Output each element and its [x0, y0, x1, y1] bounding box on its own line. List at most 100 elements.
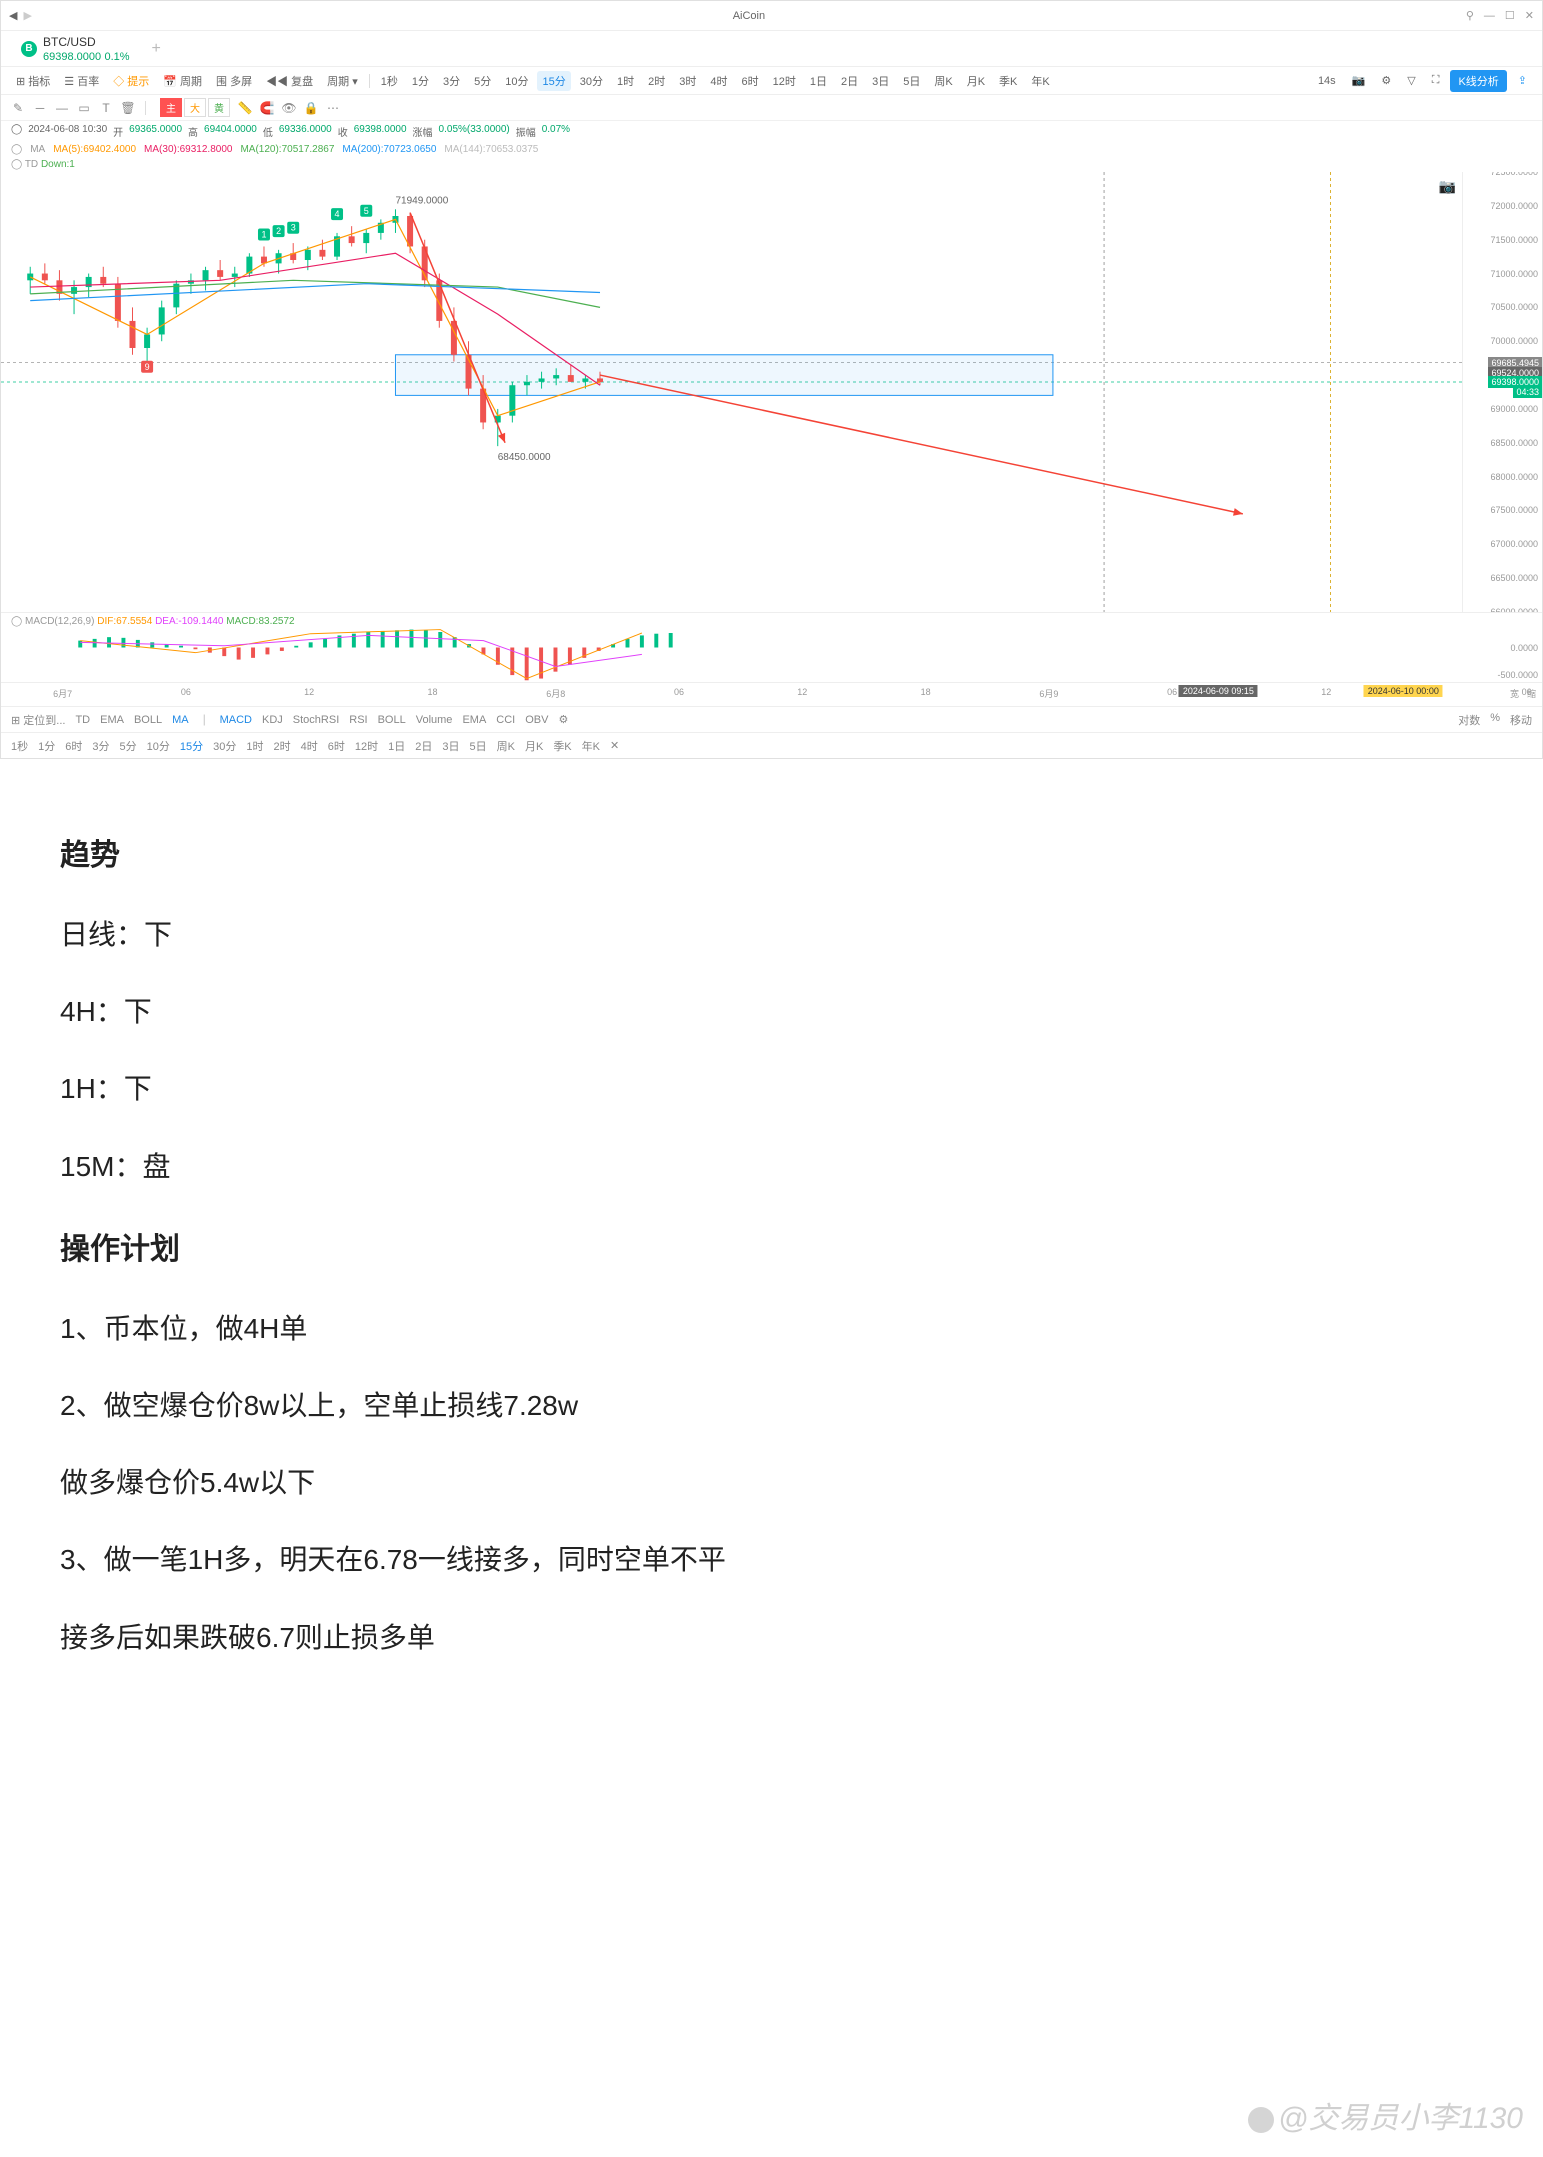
zoom-yellow[interactable]: 黄	[208, 98, 230, 117]
tf-6时[interactable]: 6时	[65, 738, 82, 754]
ind-opt[interactable]: 对数	[1458, 712, 1480, 728]
zoom-big[interactable]: 大	[184, 98, 206, 117]
ind-opt[interactable]: 移动	[1510, 712, 1532, 728]
tf-1分[interactable]: 1分	[38, 738, 55, 754]
tf-2时[interactable]: 2时	[274, 738, 291, 754]
toolbar-item[interactable]: 📅 周期	[158, 71, 207, 91]
lock-icon[interactable]: 🔒	[304, 101, 318, 115]
toolbar-item[interactable]: ☰ 百率	[59, 71, 104, 91]
more-icon[interactable]: ⋯	[326, 101, 340, 115]
share-icon[interactable]: ⇪	[1513, 72, 1532, 89]
time-axis[interactable]: 6月70612186月80612186月9061218062024-06-09 …	[1, 682, 1542, 706]
rect-icon[interactable]: ▭	[77, 101, 91, 115]
timeframe-季K[interactable]: 季K	[994, 71, 1022, 91]
timeframe-10分[interactable]: 10分	[500, 71, 533, 91]
timeframe-1分[interactable]: 1分	[407, 71, 434, 91]
time-axis-ctrl[interactable]: 宽	[1510, 687, 1519, 700]
back-icon[interactable]: ◀	[9, 9, 17, 22]
zoom-main[interactable]: 主	[160, 98, 182, 117]
timeframe-1秒[interactable]: 1秒	[376, 71, 403, 91]
indicator-EMA[interactable]: EMA	[100, 714, 124, 726]
td-eye-icon[interactable]: ◯	[11, 159, 22, 170]
toolbar-item[interactable]: ⊞ 指标	[11, 71, 55, 91]
tf-4时[interactable]: 4时	[301, 738, 318, 754]
timeframe-12时[interactable]: 12时	[768, 71, 801, 91]
tf-1时[interactable]: 1时	[246, 738, 263, 754]
timeframe-1日[interactable]: 1日	[805, 71, 832, 91]
tf-1秒[interactable]: 1秒	[11, 738, 28, 754]
indicator-BOLL[interactable]: BOLL	[134, 714, 162, 726]
indicator-OBV[interactable]: OBV	[525, 714, 548, 726]
indicator-｜[interactable]: ｜	[199, 712, 210, 728]
toolbar-item[interactable]: ◀◀ 复盘	[261, 71, 318, 91]
price-axis[interactable]: 72500.000072000.000071500.000071000.0000…	[1462, 172, 1542, 612]
tf-年K[interactable]: 年K	[582, 738, 600, 754]
settings-icon[interactable]: ⚙	[1376, 72, 1396, 89]
toolbar-item[interactable]: 周期 ▾	[322, 71, 363, 91]
tf-15分[interactable]: 15分	[180, 738, 203, 754]
timeframe-3时[interactable]: 3时	[674, 71, 701, 91]
pencil-icon[interactable]: ✎	[11, 101, 25, 115]
indicator-CCI[interactable]: CCI	[496, 714, 515, 726]
timeframe-3分[interactable]: 3分	[438, 71, 465, 91]
tf-10分[interactable]: 10分	[147, 738, 170, 754]
timeframe-周K[interactable]: 周K	[929, 71, 957, 91]
timeframe-3日[interactable]: 3日	[867, 71, 894, 91]
timeframe-5日[interactable]: 5日	[898, 71, 925, 91]
toolbar-item[interactable]: 围 多屏	[211, 71, 257, 91]
camera-overlay-icon[interactable]: 📷	[1439, 178, 1456, 195]
camera-icon[interactable]: 📷	[1347, 72, 1371, 89]
tf-季K[interactable]: 季K	[553, 738, 571, 754]
timeframe-6时[interactable]: 6时	[736, 71, 763, 91]
indicator-RSI[interactable]: RSI	[349, 714, 367, 726]
tf-月K[interactable]: 月K	[525, 738, 543, 754]
timeframe-30分[interactable]: 30分	[575, 71, 608, 91]
timeframe-2日[interactable]: 2日	[836, 71, 863, 91]
timeframe-5分[interactable]: 5分	[469, 71, 496, 91]
fullscreen-icon[interactable]: ⛶	[1427, 72, 1445, 89]
timeframe-月K[interactable]: 月K	[962, 71, 990, 91]
indicator-⚙[interactable]: ⚙	[558, 713, 568, 726]
timeframe-年K[interactable]: 年K	[1026, 71, 1054, 91]
text-icon[interactable]: T	[99, 101, 113, 115]
tf-3分[interactable]: 3分	[92, 738, 109, 754]
indicator-BOLL[interactable]: BOLL	[378, 714, 406, 726]
timeframe-15分[interactable]: 15分	[537, 71, 570, 91]
indicator-MACD[interactable]: MACD	[220, 714, 252, 726]
indicator-TD[interactable]: TD	[75, 714, 90, 726]
search-icon[interactable]: ⚲	[1466, 9, 1474, 22]
timeframe-2时[interactable]: 2时	[643, 71, 670, 91]
time-axis-ctrl[interactable]: 缩	[1527, 687, 1536, 700]
ma-eye-icon[interactable]: ◯	[11, 144, 22, 155]
tf-12时[interactable]: 12时	[355, 738, 378, 754]
toolbar-item[interactable]: ◇ 提示	[108, 71, 154, 91]
indicator-Volume[interactable]: Volume	[416, 714, 453, 726]
analysis-button[interactable]: K线分析	[1450, 70, 1506, 92]
line-icon[interactable]: ─	[33, 101, 47, 115]
tf-2日[interactable]: 2日	[415, 738, 432, 754]
tf-5日[interactable]: 5日	[470, 738, 487, 754]
symbol-tab-btc[interactable]: B BTC/USD 69398.0000 0.1%	[11, 31, 140, 67]
magnet-icon[interactable]: 🧲	[260, 101, 274, 115]
ohlc-eye-icon[interactable]: ◯	[11, 124, 22, 139]
tf-周K[interactable]: 周K	[497, 738, 515, 754]
close-icon[interactable]: ✕	[1525, 9, 1534, 22]
price-chart[interactable]: 91234571949.000068450.0000 📷 72500.00007…	[1, 172, 1542, 612]
forward-icon[interactable]: ▶	[23, 9, 31, 22]
minimize-icon[interactable]: —	[1484, 10, 1495, 22]
macd-panel[interactable]: ◯ MACD(12,26,9) DIF:67.5554 DEA:-109.144…	[1, 612, 1542, 682]
horiz-line-icon[interactable]: —	[55, 101, 69, 115]
indicator-StochRSI[interactable]: StochRSI	[293, 714, 339, 726]
timeframe-1时[interactable]: 1时	[612, 71, 639, 91]
maximize-icon[interactable]: ☐	[1505, 9, 1515, 22]
indicator-MA[interactable]: MA	[172, 714, 189, 726]
trash-icon[interactable]: 🗑	[121, 101, 135, 115]
eye-icon[interactable]: 👁	[282, 101, 296, 115]
ind-opt[interactable]: %	[1490, 712, 1500, 728]
filter-icon[interactable]: ▽	[1402, 72, 1420, 89]
indicator-EMA[interactable]: EMA	[462, 714, 486, 726]
tf-3日[interactable]: 3日	[442, 738, 459, 754]
locate-button[interactable]: ⊞ 定位到...	[11, 712, 65, 728]
tf-1日[interactable]: 1日	[388, 738, 405, 754]
tf-6时[interactable]: 6时	[328, 738, 345, 754]
